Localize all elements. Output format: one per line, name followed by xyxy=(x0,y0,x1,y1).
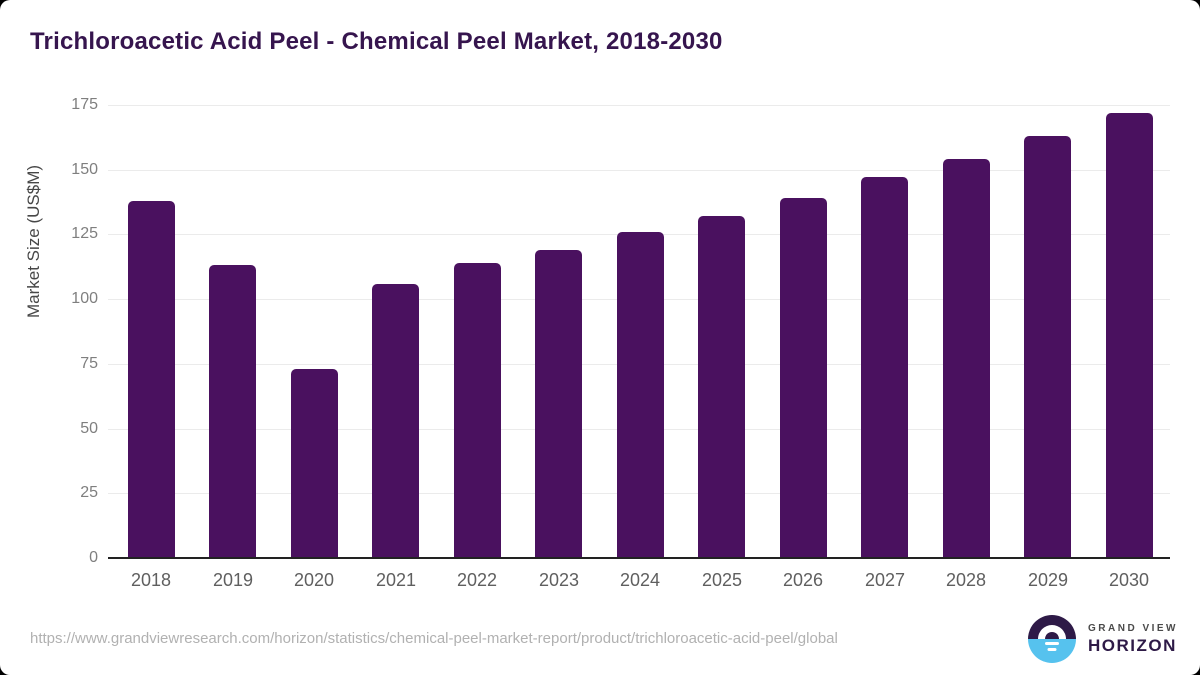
y-tick-label-175: 175 xyxy=(71,96,98,113)
brand-footer: GRAND VIEW HORIZON xyxy=(1028,615,1178,663)
gridline-150 xyxy=(108,170,1170,171)
y-axis-tick-labels: 0 25 50 75 100 125 150 175 xyxy=(30,96,98,566)
gridline-175 xyxy=(108,105,1170,106)
x-tick-label-2023: 2023 xyxy=(538,570,580,590)
x-tick-label-2027: 2027 xyxy=(864,570,906,590)
y-tick-label-150: 150 xyxy=(71,161,98,178)
bar-2029[interactable] xyxy=(1024,136,1071,558)
x-tick-label-2018: 2018 xyxy=(130,570,172,590)
x-tick-label-2020: 2020 xyxy=(293,570,335,590)
x-tick-label-2024: 2024 xyxy=(619,570,661,590)
y-tick-label-125: 125 xyxy=(71,225,98,242)
bar-2027[interactable] xyxy=(861,177,908,558)
bar-2021[interactable] xyxy=(372,284,419,558)
bar-2020[interactable] xyxy=(291,369,338,558)
logo-sun-arch-hole xyxy=(1045,632,1059,639)
y-tick-label-50: 50 xyxy=(80,420,98,437)
grand-view-horizon-logo-icon xyxy=(1028,615,1076,663)
bar-2026[interactable] xyxy=(780,198,827,558)
x-tick-label-2022: 2022 xyxy=(456,570,498,590)
plot-area xyxy=(108,105,1170,559)
brand-line-grand-view: GRAND VIEW xyxy=(1088,622,1178,634)
x-tick-label-2021: 2021 xyxy=(375,570,417,590)
bar-2023[interactable] xyxy=(535,250,582,558)
y-tick-label-75: 75 xyxy=(80,355,98,372)
x-tick-label-2029: 2029 xyxy=(1027,570,1069,590)
x-tick-label-2026: 2026 xyxy=(782,570,824,590)
logo-reflection-dash xyxy=(1047,648,1057,651)
x-tick-label-2025: 2025 xyxy=(701,570,743,590)
bar-2022[interactable] xyxy=(454,263,501,558)
x-tick-label-2019: 2019 xyxy=(212,570,254,590)
x-axis-baseline xyxy=(108,557,1170,559)
bar-2025[interactable] xyxy=(698,216,745,558)
bar-2018[interactable] xyxy=(128,201,175,558)
brand-text: GRAND VIEW HORIZON xyxy=(1088,623,1178,656)
bar-2030[interactable] xyxy=(1106,113,1153,558)
y-tick-label-25: 25 xyxy=(80,484,98,501)
y-tick-label-100: 100 xyxy=(71,290,98,307)
x-axis-tick-labels: 2018 2019 2020 2021 2022 2023 2024 2025 2026 2027… xyxy=(108,570,1170,594)
bar-2019[interactable] xyxy=(209,265,256,558)
source-url-text: https://www.grandviewresearch.com/horizo… xyxy=(30,630,838,647)
brand-line-horizon: HORIZON xyxy=(1088,635,1177,655)
logo-reflection-dash xyxy=(1045,642,1059,645)
bar-2028[interactable] xyxy=(943,159,990,558)
bar-2024[interactable] xyxy=(617,232,664,558)
x-tick-label-2028: 2028 xyxy=(945,570,987,590)
y-tick-label-0: 0 xyxy=(89,549,98,566)
chart-title: Trichloroacetic Acid Peel - Chemical Pee… xyxy=(30,28,723,55)
x-tick-label-2030: 2030 xyxy=(1108,570,1150,590)
